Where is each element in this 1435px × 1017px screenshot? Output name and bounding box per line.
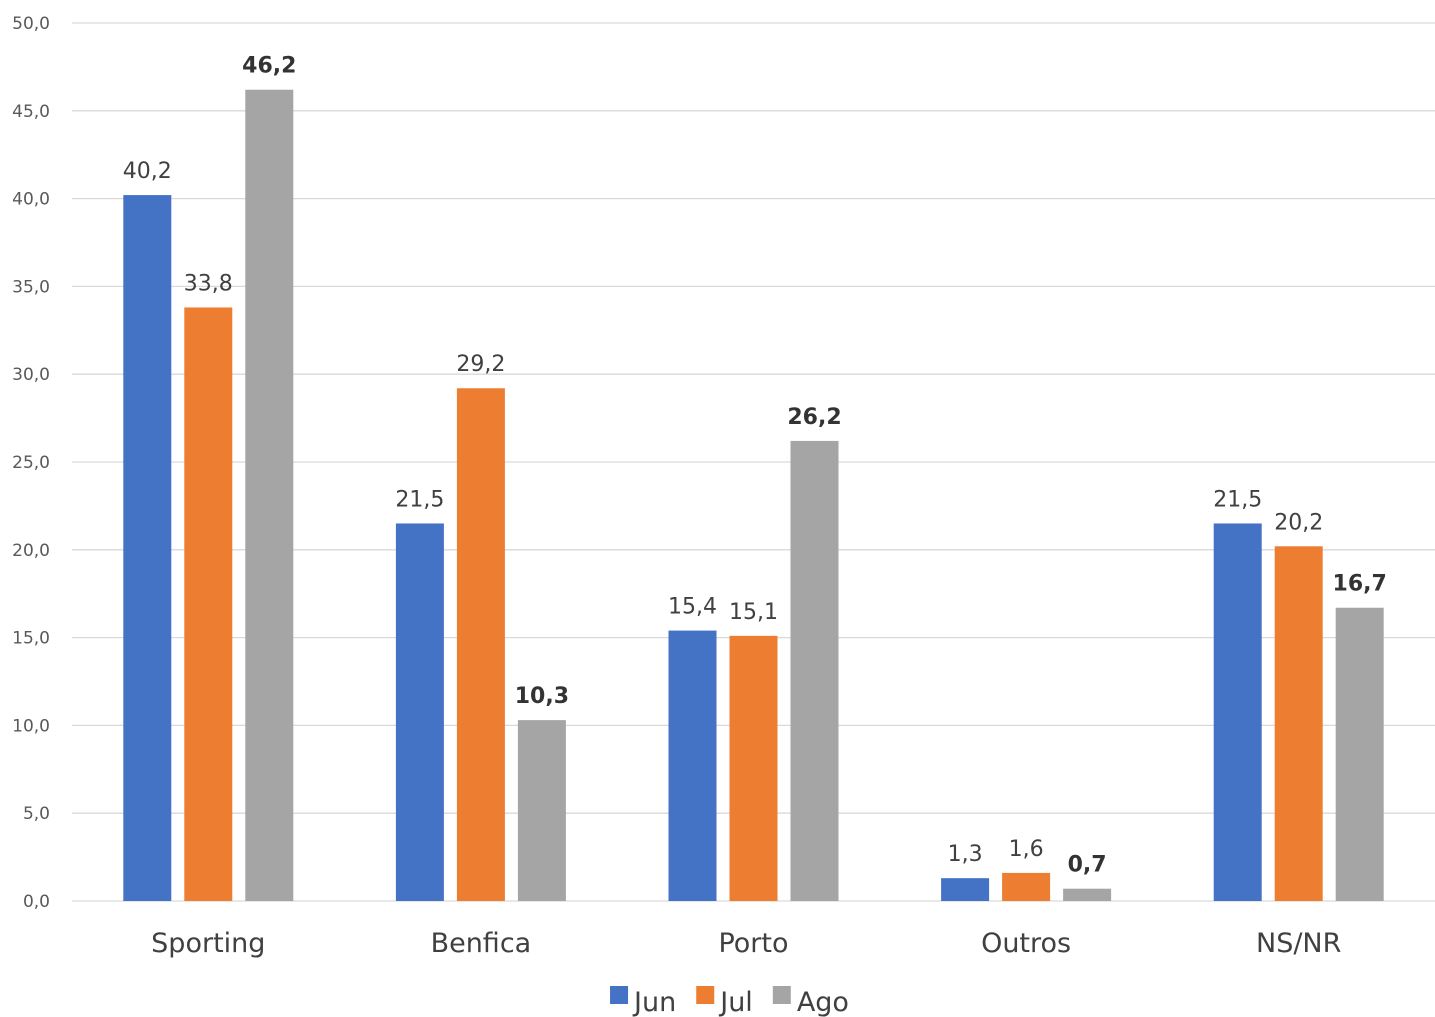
x-tick-label: Porto [718, 928, 788, 959]
y-tick-label: 45,0 [12, 102, 50, 122]
bar-jun-ns-nr [1213, 523, 1262, 901]
y-tick-label: 50,0 [12, 14, 50, 34]
data-label: 21,5 [395, 487, 444, 512]
bar-ago-sporting [245, 89, 294, 901]
bar-jun-outros [941, 878, 990, 901]
legend-label-jun: Jun [632, 987, 676, 1017]
y-tick-label: 40,0 [12, 190, 50, 210]
data-label: 40,2 [123, 159, 172, 184]
y-tick-label: 25,0 [12, 453, 50, 473]
gridlines [72, 22, 1435, 902]
data-label: 33,8 [184, 271, 233, 296]
bar-jun-benfica [395, 523, 444, 901]
legend-swatch-jul [696, 986, 715, 1004]
data-label: 20,2 [1274, 510, 1323, 535]
data-label: 15,4 [668, 595, 717, 620]
data-label: 29,2 [456, 352, 505, 377]
data-label: 26,2 [787, 405, 841, 430]
data-label: 46,2 [242, 54, 296, 79]
y-tick-label: 30,0 [12, 365, 50, 385]
data-label: 0,7 [1068, 853, 1107, 878]
x-tick-label: NS/NR [1256, 928, 1341, 959]
bar-jul-outros [1002, 872, 1051, 901]
bar-jul-ns-nr [1274, 546, 1323, 901]
y-tick-label: 10,0 [12, 716, 50, 736]
y-tick-label: 20,0 [12, 541, 50, 561]
x-axis-ticks: Sporting Benfica Porto Outros NS/NR [151, 928, 1341, 959]
legend-label-ago: Ago [797, 987, 849, 1017]
legend: Jun Jul Ago [610, 986, 849, 1017]
bar-jun-sporting [123, 195, 172, 901]
x-tick-label: Outros [981, 928, 1071, 959]
data-labels: 40,2 33,8 46,2 21,5 29,2 10,3 15,4 15,1 26,2 1,3 1… [123, 54, 1387, 878]
bar-jul-porto [729, 635, 778, 901]
data-label: 10,3 [515, 684, 569, 709]
legend-swatch-ago [772, 986, 791, 1004]
x-tick-label: Benfica [431, 928, 532, 959]
bar-ago-benfica [517, 720, 566, 901]
y-tick-label: 0,0 [23, 892, 50, 912]
bars [123, 89, 1384, 901]
y-tick-label: 15,0 [12, 629, 50, 649]
data-label: 21,5 [1213, 487, 1262, 512]
bar-ago-outros [1063, 888, 1112, 901]
bar-jul-sporting [184, 307, 233, 901]
legend-label-jul: Jul [718, 987, 753, 1017]
bar-ago-ns-nr [1335, 607, 1384, 901]
data-label: 15,1 [729, 600, 778, 625]
bar-ago-porto [790, 440, 839, 901]
y-axis-ticks: 0,0 5,0 10,0 15,0 20,0 25,0 30,0 35,0 40,0 45,0 50… [12, 14, 50, 912]
y-tick-label: 5,0 [23, 804, 50, 824]
data-label: 1,6 [1009, 837, 1044, 862]
bar-jun-porto [668, 630, 717, 901]
data-label: 1,3 [948, 842, 983, 867]
bar-jul-benfica [456, 388, 505, 901]
legend-swatch-jun [610, 986, 629, 1004]
y-tick-label: 35,0 [12, 277, 50, 297]
data-label: 16,7 [1333, 572, 1387, 597]
x-tick-label: Sporting [151, 928, 265, 959]
